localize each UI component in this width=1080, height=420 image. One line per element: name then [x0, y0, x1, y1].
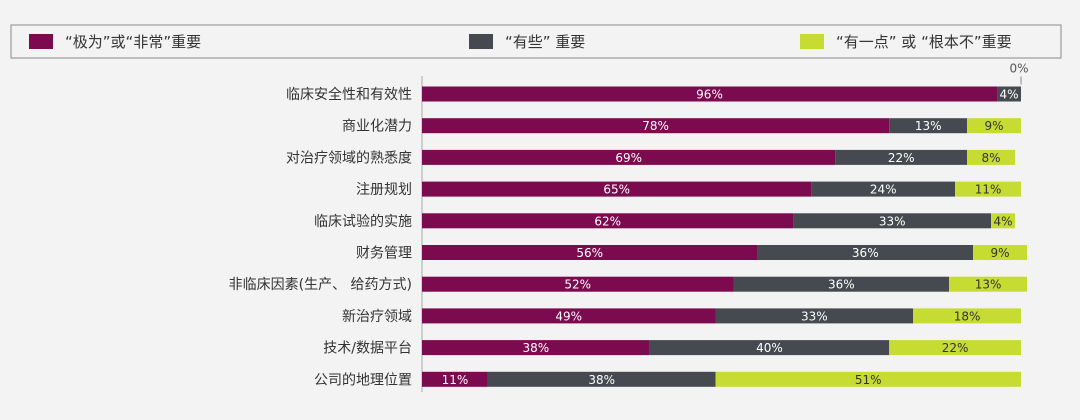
bar-segment [487, 371, 716, 387]
bar-segment [649, 340, 890, 356]
value-label: 52% [564, 278, 591, 292]
bar-segment [422, 371, 488, 387]
value-label: 69% [615, 151, 642, 165]
bar-segment [967, 118, 1021, 134]
bar-segment [889, 118, 968, 134]
bar-segment [913, 308, 1021, 324]
bar-segment [422, 118, 890, 134]
value-label: 11% [975, 183, 1002, 197]
bar-segment [733, 276, 950, 292]
bar-segment [949, 276, 1027, 292]
value-label: 36% [828, 278, 855, 292]
category-label: 技术/数据平台 [323, 341, 412, 357]
value-label: 13% [975, 278, 1002, 292]
value-label: 96% [696, 88, 723, 102]
value-label: 40% [756, 341, 783, 355]
value-label: 24% [870, 183, 897, 197]
value-label: 8% [982, 151, 1001, 165]
bar-segment [811, 181, 956, 197]
value-label: 65% [603, 183, 630, 197]
category-label: 商业化潜力 [342, 119, 412, 135]
bar-segment [835, 149, 968, 165]
value-label: 49% [555, 309, 582, 323]
legend: “极为”或“非常”重要 “有些” 重要 “有一点” 或 “根本不”重要 [10, 24, 1062, 59]
bar-segment [422, 86, 998, 102]
legend-label-1: “有些” 重要 [505, 33, 585, 51]
bar-segment [422, 308, 716, 324]
labels-group: 临床安全性和有效性 96% 4% 商业化潜力 78% 13% 9% 对治疗领域的熟悉度 69% 2… [229, 62, 1029, 389]
category-label: 新治疗领域 [342, 309, 412, 325]
category-label: 临床安全性和有效性 [286, 86, 412, 103]
legend-swatch-1 [469, 34, 493, 49]
category-label: 非临床因素(生产、 给药方式) [229, 277, 412, 293]
value-label: 51% [855, 373, 882, 387]
bar-segment [997, 86, 1021, 102]
category-label: 对治疗领域的熟悉度 [286, 150, 412, 166]
legend-label-2: “有一点” 或 “根本不”重要 [836, 33, 1012, 51]
legend-label-0: “极为”或“非常”重要 [65, 33, 201, 51]
bar-segment [422, 245, 758, 260]
bar-segment [715, 308, 914, 324]
bar-segment [422, 340, 650, 356]
value-label: 22% [888, 151, 915, 165]
bar-segment [422, 276, 734, 292]
legend-swatch-0 [29, 34, 53, 49]
category-label: 临床试验的实施 [314, 214, 412, 230]
value-label: 33% [801, 309, 828, 323]
legend-swatch-2 [800, 34, 824, 49]
value-label: 9% [991, 246, 1010, 260]
value-label: 78% [642, 119, 669, 133]
bar-segment [422, 213, 794, 229]
legend-frame [10, 24, 1062, 59]
value-label: 38% [588, 373, 615, 387]
value-label: 36% [852, 246, 879, 260]
category-label: 财务管理 [356, 246, 412, 262]
value-label: 4% [999, 88, 1018, 102]
category-label: 注册规划 [356, 182, 412, 198]
bar-segment [955, 181, 1021, 197]
bar-segment [422, 181, 812, 197]
value-label: 33% [879, 214, 906, 228]
value-label: 11% [442, 373, 469, 387]
annotation-label: 0% [1009, 62, 1028, 76]
bar-segment [991, 213, 1016, 229]
bar-segment [889, 340, 1021, 356]
bar-segment [967, 149, 1016, 165]
value-label: 4% [994, 214, 1013, 228]
value-label: 18% [954, 309, 981, 323]
bar-segment [757, 245, 974, 260]
bars-group [422, 86, 1027, 387]
bar-segment [422, 149, 836, 165]
category-label: 公司的地理位置 [314, 372, 412, 388]
value-label: 62% [594, 214, 621, 228]
bar-segment [793, 213, 992, 229]
value-label: 56% [576, 246, 603, 260]
value-label: 9% [985, 119, 1004, 133]
value-label: 22% [942, 341, 969, 355]
bar-segment [715, 371, 1021, 387]
bar-segment [973, 245, 1027, 260]
value-label: 38% [522, 341, 549, 355]
value-label: 13% [915, 119, 942, 133]
